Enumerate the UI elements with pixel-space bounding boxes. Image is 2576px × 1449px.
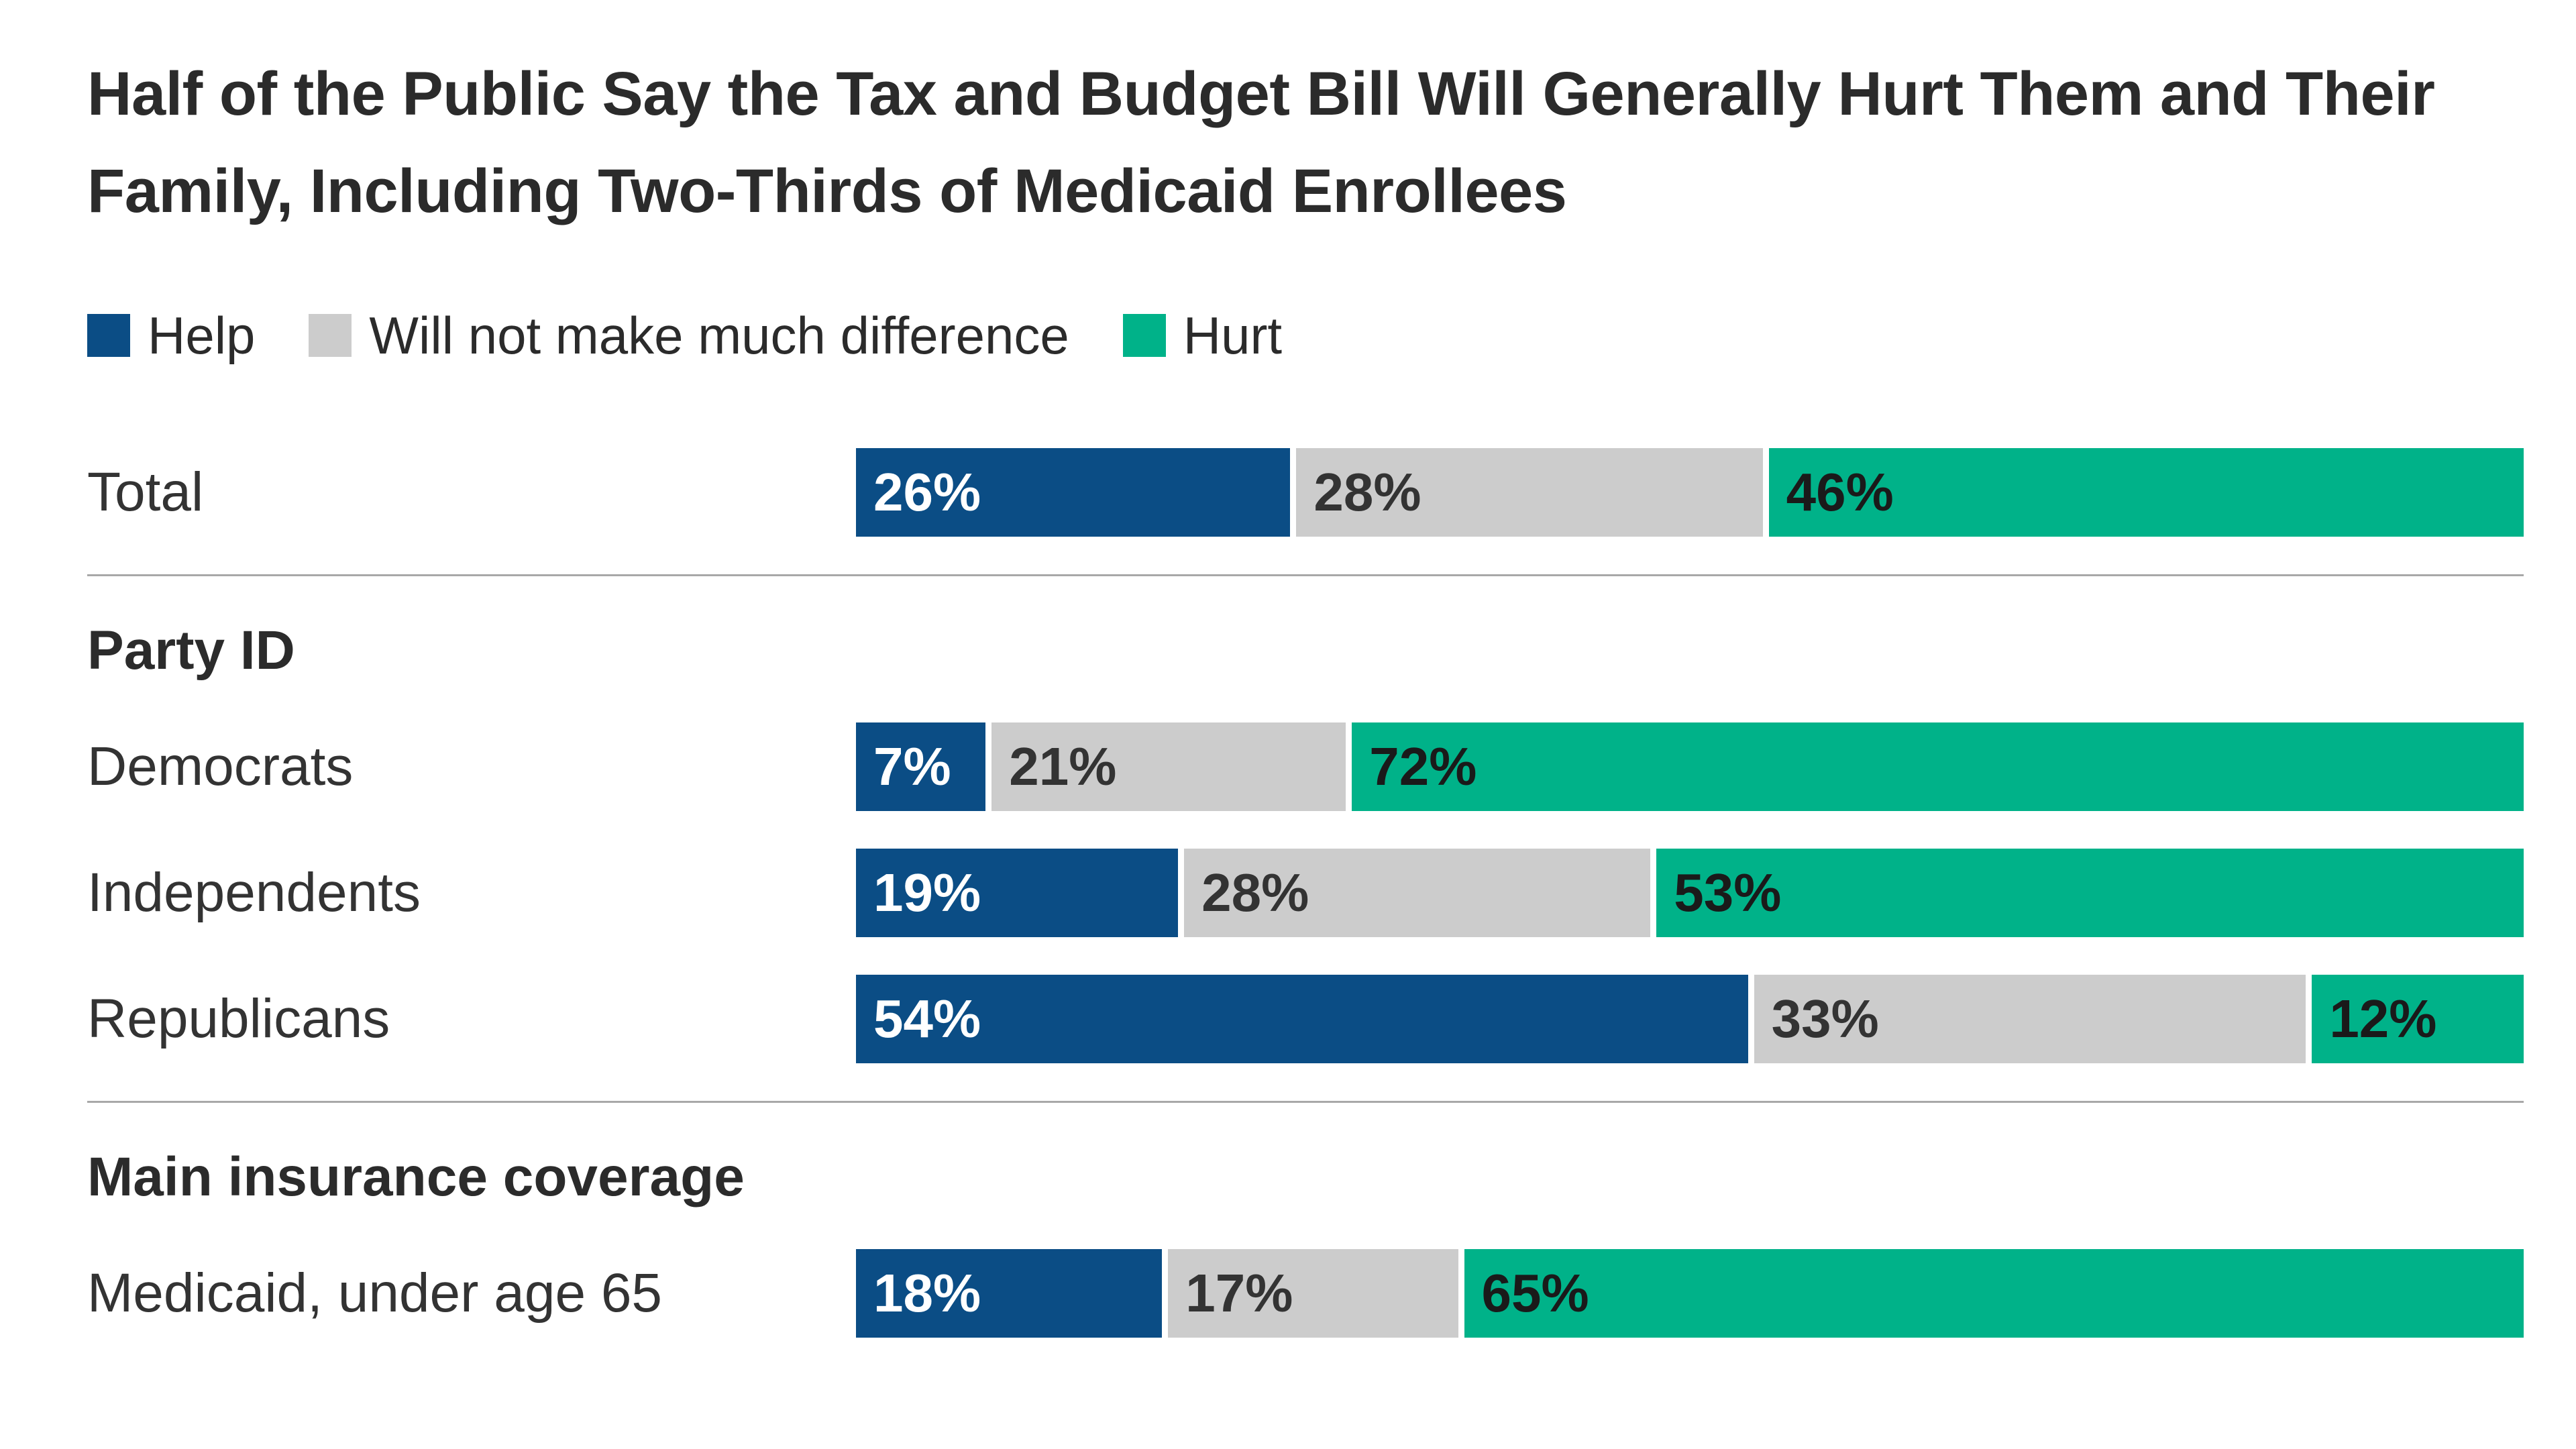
bar-segment-hurt: 46%: [1768, 447, 2524, 537]
legend-item-hurt: Hurt: [1122, 305, 1283, 366]
value-label: 54%: [873, 988, 981, 1049]
bar-segment-hurt: 65%: [1464, 1249, 2524, 1338]
bar-stack: 26% 28% 46%: [856, 447, 2524, 537]
value-label: 33%: [1771, 988, 1879, 1049]
value-label: 72%: [1369, 736, 1477, 796]
value-label: 17%: [1185, 1263, 1293, 1324]
row-label: Total: [87, 461, 204, 523]
value-label: 7%: [873, 736, 951, 796]
chart-page: Half of the Public Say the Tax and Budge…: [87, 60, 2524, 1338]
value-label: 19%: [873, 862, 981, 922]
chart: Total 26% 28% 46% Party ID Democrats 7% 21% 72% I…: [87, 447, 2524, 1338]
bar-segment-hurt: 12%: [2312, 974, 2524, 1063]
legend-swatch-help-icon: [87, 314, 130, 358]
section-divider: [87, 574, 2524, 576]
bar-segment-no-difference: 21%: [991, 722, 1346, 811]
bar-segment-hurt: 53%: [1656, 848, 2524, 937]
value-label: 26%: [873, 462, 981, 522]
chart-row: Republicans 54% 33% 12%: [87, 974, 2524, 1063]
legend-swatch-no-difference-icon: [309, 314, 352, 358]
bar-segment-help: 54%: [856, 974, 1748, 1063]
section-header: Main insurance coverage: [87, 1146, 745, 1208]
bar-segment-help: 26%: [856, 447, 1291, 537]
bar-stack: 7% 21% 72%: [856, 722, 2524, 811]
value-label: 28%: [1201, 862, 1309, 922]
bar-segment-no-difference: 33%: [1754, 974, 2306, 1063]
row-label: Medicaid, under age 65: [87, 1263, 663, 1324]
bar-stack: 54% 33% 12%: [856, 974, 2524, 1063]
section-divider: [87, 1100, 2524, 1103]
bar-segment-help: 7%: [856, 722, 986, 811]
chart-row: Democrats 7% 21% 72%: [87, 722, 2524, 811]
value-label: 65%: [1481, 1263, 1589, 1324]
value-label: 18%: [873, 1263, 981, 1324]
legend: Help Will not make much difference Hurt: [87, 305, 2524, 366]
row-label: Independents: [87, 861, 421, 923]
bar-segment-hurt: 72%: [1352, 722, 2524, 811]
legend-label-hurt: Hurt: [1183, 305, 1283, 365]
row-label: Democrats: [87, 735, 354, 797]
value-label: 12%: [2329, 988, 2437, 1049]
bar-segment-no-difference: 28%: [1184, 848, 1651, 937]
legend-item-no-difference: Will not make much difference: [309, 305, 1069, 366]
row-label: Republicans: [87, 987, 390, 1049]
bar-segment-help: 19%: [856, 848, 1179, 937]
bar-segment-no-difference: 28%: [1296, 447, 1763, 537]
value-label: 46%: [1786, 462, 1894, 522]
chart-row: Medicaid, under age 65 18% 17% 65%: [87, 1249, 2524, 1338]
legend-swatch-hurt-icon: [1122, 314, 1166, 358]
value-label: 53%: [1674, 862, 1782, 922]
bar-segment-help: 18%: [856, 1249, 1163, 1338]
value-label: 21%: [1009, 736, 1117, 796]
bar-segment-no-difference: 17%: [1168, 1249, 1458, 1338]
chart-row: Total 26% 28% 46%: [87, 447, 2524, 537]
bar-stack: 18% 17% 65%: [856, 1249, 2524, 1338]
chart-title: Half of the Public Say the Tax and Budge…: [87, 60, 2435, 226]
chart-row: Independents 19% 28% 53%: [87, 848, 2524, 937]
legend-label-help: Help: [148, 305, 256, 365]
legend-label-no-difference: Will not make much difference: [369, 305, 1069, 365]
section-header: Party ID: [87, 619, 295, 681]
legend-item-help: Help: [87, 305, 255, 366]
bar-stack: 19% 28% 53%: [856, 848, 2524, 937]
value-label: 28%: [1313, 462, 1421, 522]
